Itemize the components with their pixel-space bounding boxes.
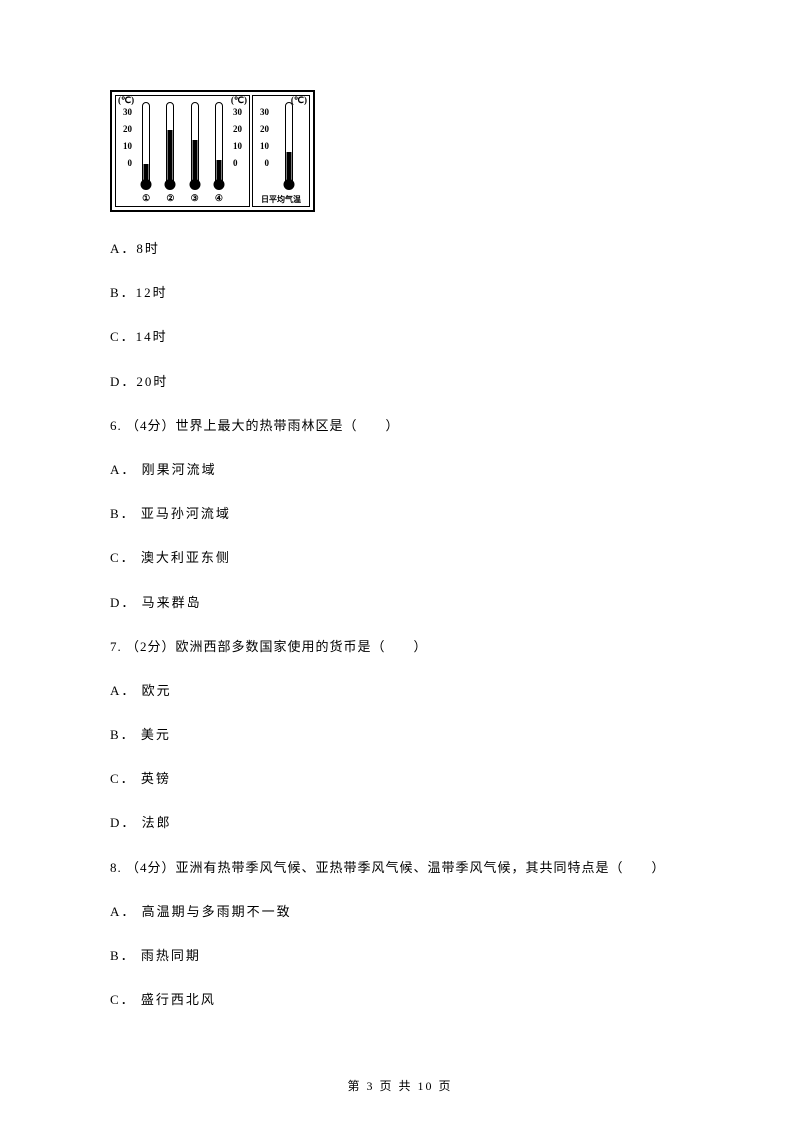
option-5a: A．8时 xyxy=(110,240,690,258)
scale-tick: 0 xyxy=(118,155,132,172)
option-8c: C． 盛行西北风 xyxy=(110,991,690,1009)
option-8b: B． 雨热同期 xyxy=(110,947,690,965)
scale-tick: 30 xyxy=(233,104,247,121)
thermo-1: ① xyxy=(138,102,154,192)
thermo-panel-left: (℃) (℃) 30 20 10 0 30 20 10 0 ① xyxy=(115,95,250,207)
thermo-panel-right: (℃) 30 20 10 0 日平均气温 xyxy=(252,95,310,207)
thermometer-figure: (℃) (℃) 30 20 10 0 30 20 10 0 ① xyxy=(110,90,690,212)
thermo-3: ③ xyxy=(187,102,203,192)
thermo-label: ① xyxy=(142,193,150,204)
thermo-group: ① ② ③ ④ xyxy=(134,102,231,192)
option-6d: D． 马来群岛 xyxy=(110,594,690,612)
option-5c: C．14时 xyxy=(110,328,690,346)
option-7d: D． 法郎 xyxy=(110,814,690,832)
option-6b: B． 亚马孙河流域 xyxy=(110,505,690,523)
option-6c: C． 澳大利亚东侧 xyxy=(110,549,690,567)
scale-tick: 10 xyxy=(118,138,132,155)
scale-tick: 0 xyxy=(255,155,269,172)
thermo-avg xyxy=(281,102,297,192)
thermo-label: ③ xyxy=(191,193,199,204)
option-7c: C． 英镑 xyxy=(110,770,690,788)
page-footer: 第 3 页 共 10 页 xyxy=(0,1077,800,1094)
thermo-label: ④ xyxy=(215,193,223,204)
question-6: 6. （4分）世界上最大的热带雨林区是（ ） xyxy=(110,417,690,435)
scale-tick: 20 xyxy=(233,121,247,138)
scale-tick: 10 xyxy=(255,138,269,155)
scale-tick: 30 xyxy=(255,104,269,121)
scale-tick: 10 xyxy=(233,138,247,155)
option-5b: B．12时 xyxy=(110,284,690,302)
thermo-avg-group xyxy=(275,102,303,192)
scale-tick: 30 xyxy=(118,104,132,121)
scale-tick: 20 xyxy=(255,121,269,138)
scale-right-inner: 30 20 10 0 xyxy=(233,104,247,172)
option-7a: A． 欧元 xyxy=(110,682,690,700)
option-8a: A． 高温期与多雨期不一致 xyxy=(110,903,690,921)
scale-tick: 20 xyxy=(118,121,132,138)
thermo-label: ② xyxy=(166,193,174,204)
scale-left: 30 20 10 0 xyxy=(118,104,132,172)
option-7b: B． 美元 xyxy=(110,726,690,744)
thermo-4: ④ xyxy=(211,102,227,192)
thermo-container: (℃) (℃) 30 20 10 0 30 20 10 0 ① xyxy=(110,90,315,212)
question-7: 7. （2分）欧洲西部多数国家使用的货币是（ ） xyxy=(110,638,690,656)
option-6a: A． 刚果河流域 xyxy=(110,461,690,479)
scale-right-panel: 30 20 10 0 xyxy=(255,104,269,172)
thermo-2: ② xyxy=(162,102,178,192)
avg-label: 日平均气温 xyxy=(255,194,307,205)
scale-tick: 0 xyxy=(233,155,247,172)
question-8: 8. （4分）亚洲有热带季风气候、亚热带季风气候、温带季风气候，其共同特点是（ … xyxy=(110,859,690,877)
option-5d: D．20时 xyxy=(110,373,690,391)
